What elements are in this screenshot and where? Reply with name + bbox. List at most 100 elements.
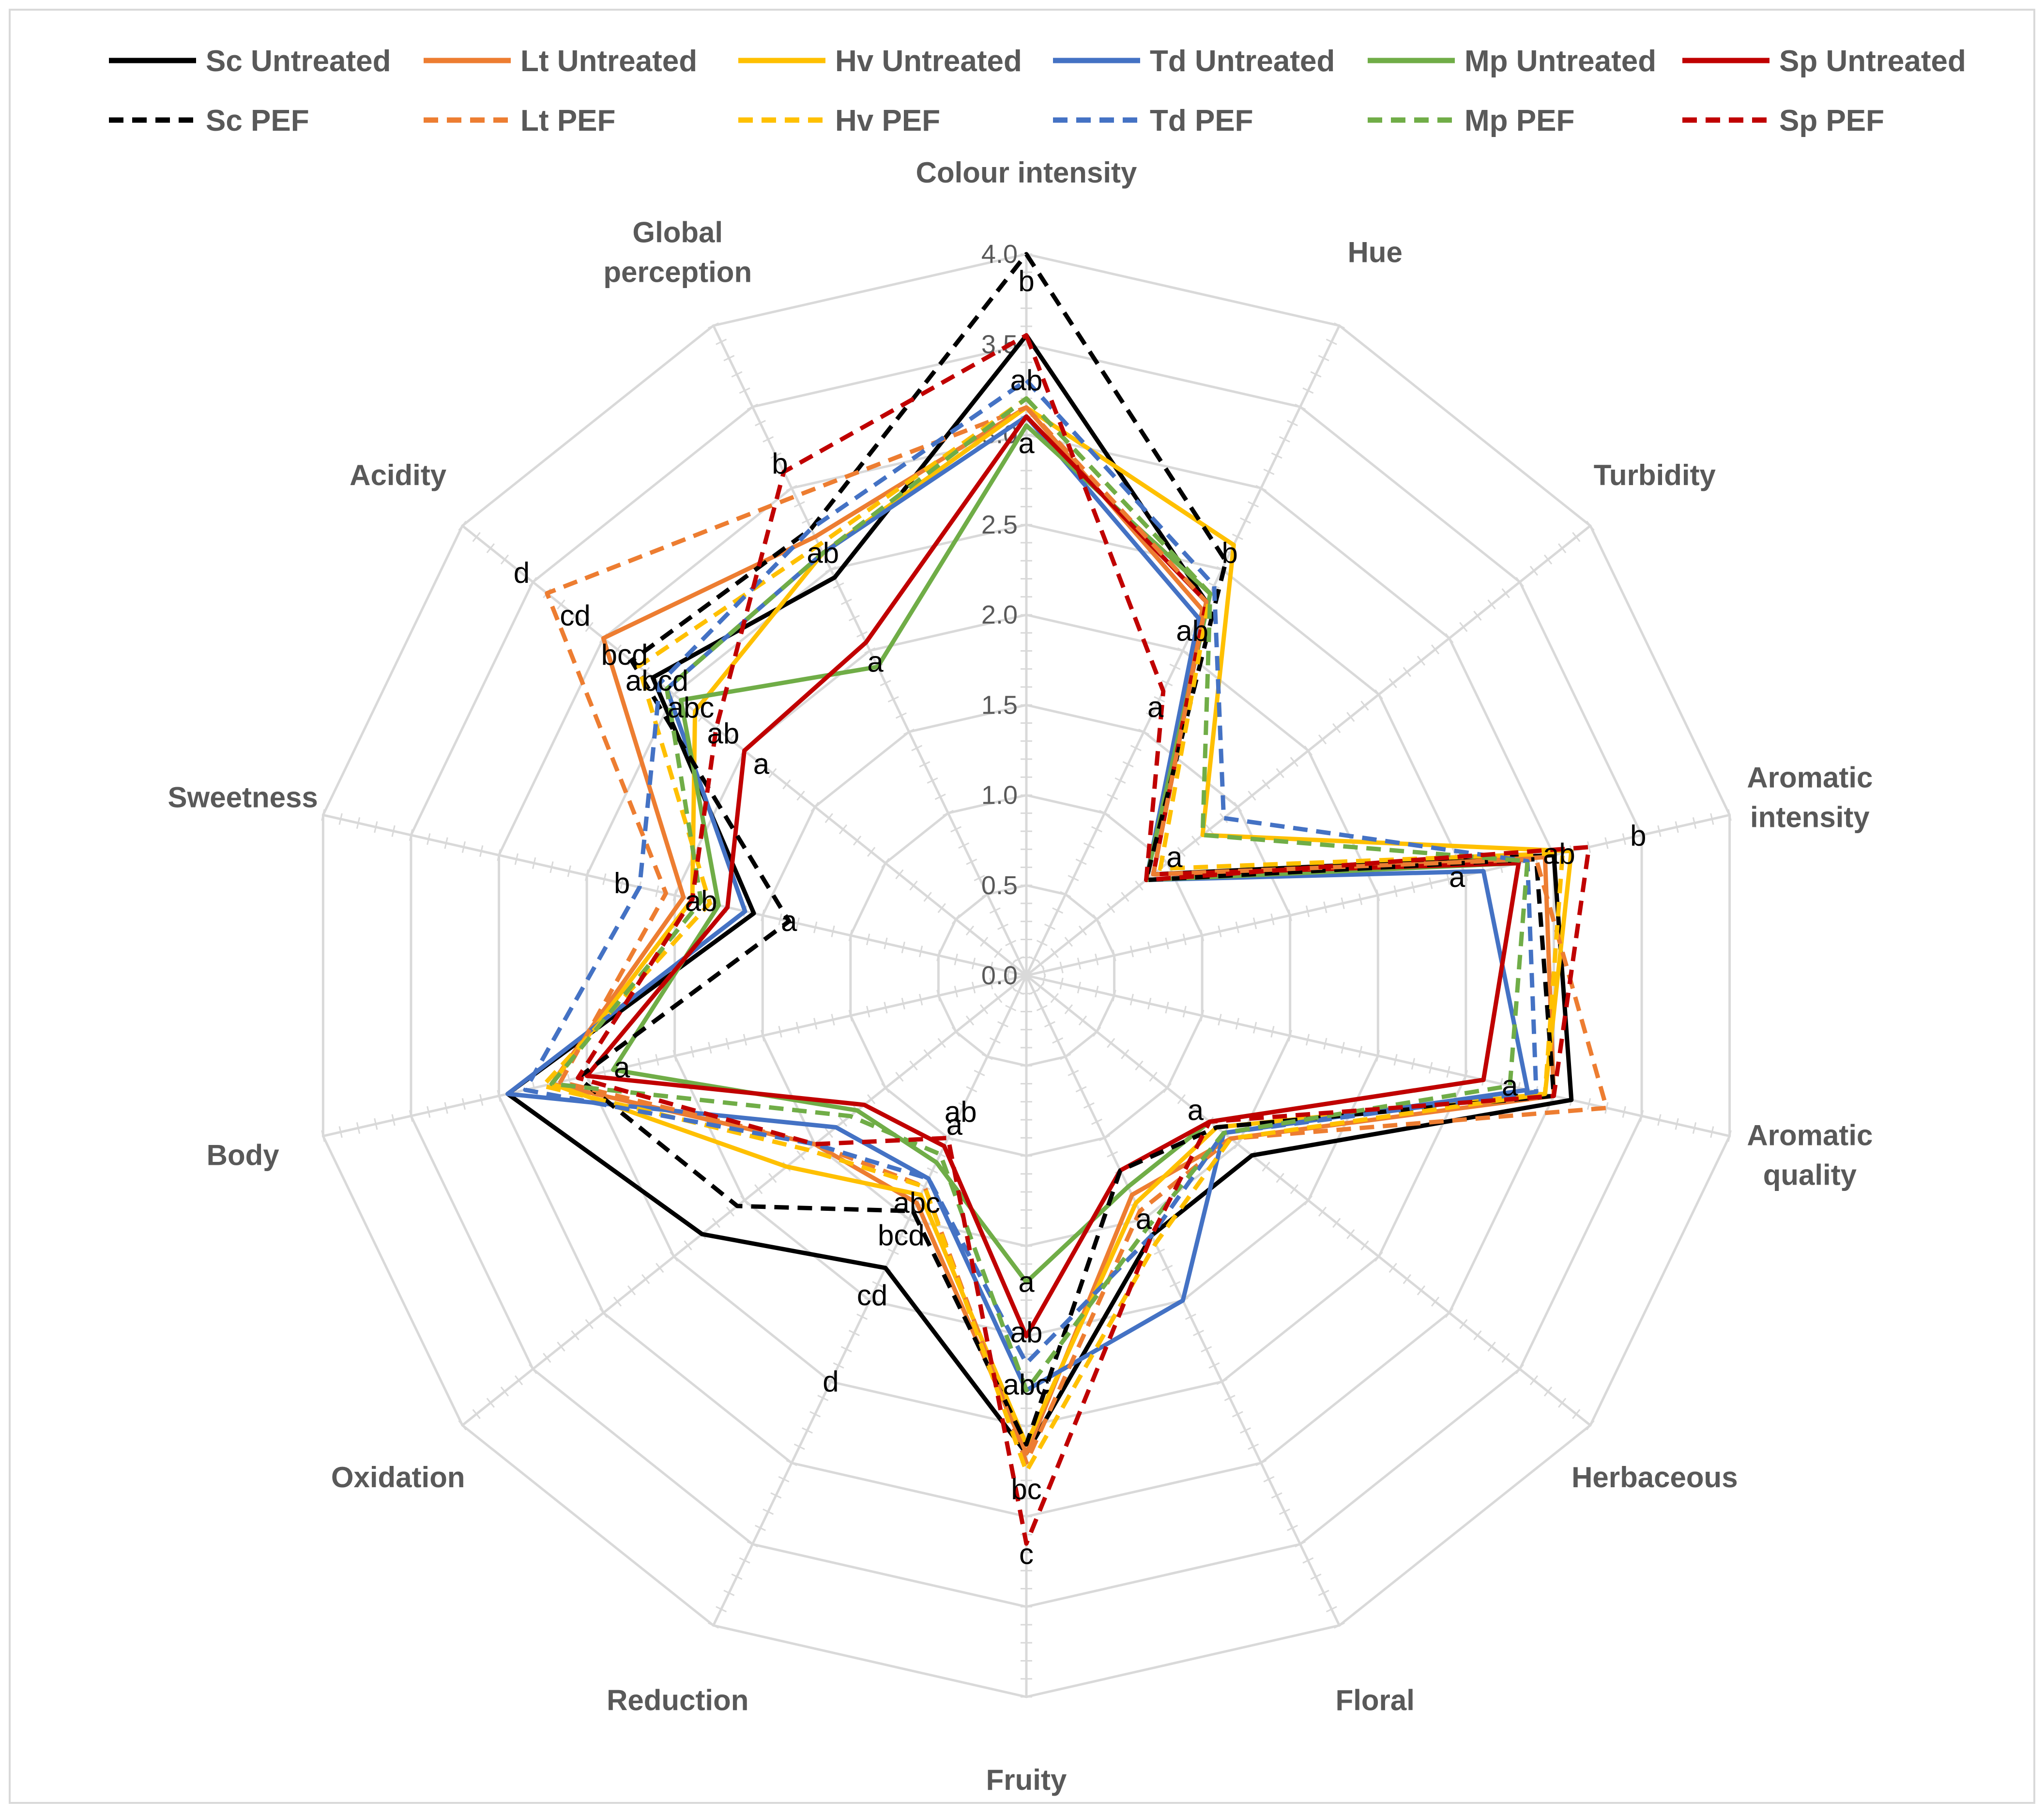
axis-label-fruity: Fruity <box>986 1764 1067 1796</box>
minor-tick <box>1358 893 1363 905</box>
minor-tick <box>909 880 918 891</box>
minor-tick <box>1459 622 1468 632</box>
minor-tick <box>444 1102 448 1114</box>
minor-tick <box>500 1387 509 1397</box>
minor-tick <box>549 861 554 873</box>
minor-tick <box>1208 582 1220 589</box>
axis-label-aromatic-quality: Aromatic quality <box>1747 1119 1873 1191</box>
axis-label-colour-intensity: Colour intensity <box>916 156 1137 189</box>
minor-tick <box>872 1281 884 1288</box>
minor-tick <box>1130 745 1142 751</box>
minor-tick <box>1161 680 1173 686</box>
minor-tick <box>613 1296 622 1307</box>
minor-tick <box>1052 907 1064 914</box>
minor-tick <box>1302 1557 1314 1564</box>
minor-tick <box>1064 1004 1073 1014</box>
minor-tick <box>895 1232 907 1239</box>
minor-tick <box>965 1015 975 1026</box>
minor-tick <box>796 1150 805 1160</box>
minor-tick <box>867 1094 876 1104</box>
annotation-label: b <box>1222 536 1238 569</box>
minor-tick <box>950 1118 962 1125</box>
minor-tick <box>684 701 692 711</box>
minor-tick <box>942 809 954 816</box>
minor-tick <box>1727 1130 1732 1142</box>
minor-tick <box>1059 961 1064 974</box>
annotation-label: cd <box>560 599 590 632</box>
minor-tick <box>1263 1476 1275 1482</box>
minor-tick <box>936 949 941 961</box>
minor-tick <box>1323 901 1327 914</box>
minor-tick <box>1050 948 1059 958</box>
minor-tick <box>1075 1086 1087 1093</box>
minor-tick <box>726 734 735 745</box>
minor-tick <box>801 1427 813 1434</box>
minor-tick <box>763 1508 774 1515</box>
minor-tick <box>1572 532 1581 542</box>
minor-tick <box>903 1216 915 1222</box>
annotation-label: abc <box>667 691 714 724</box>
minor-tick <box>853 835 862 846</box>
minor-tick <box>1310 371 1322 378</box>
axis-label-global-perception: Global perception <box>603 216 752 288</box>
legend-label-lt-pef: Lt PEF <box>520 104 615 137</box>
minor-tick <box>500 554 509 564</box>
minor-tick <box>1138 729 1149 735</box>
minor-tick <box>1059 977 1064 990</box>
annotation-label: a <box>1502 1069 1518 1102</box>
minor-tick <box>374 821 378 833</box>
minor-tick <box>840 1346 852 1353</box>
annotation-label: b <box>614 867 630 899</box>
axis-label-herbaceous: Herbaceous <box>1571 1461 1738 1494</box>
annotation-label: ab <box>807 536 839 569</box>
minor-tick <box>1376 1050 1380 1062</box>
minor-tick <box>825 566 837 573</box>
minor-tick <box>856 631 868 638</box>
annotation-label: a <box>781 905 797 937</box>
minor-tick <box>1163 858 1172 869</box>
minor-tick <box>937 903 946 913</box>
minor-tick <box>1487 599 1496 610</box>
minor-tick <box>655 885 659 897</box>
annotation-label: a <box>1147 691 1164 723</box>
minor-tick <box>1147 997 1152 1010</box>
minor-tick <box>1068 1069 1079 1076</box>
minor-tick <box>1515 577 1524 587</box>
minor-tick <box>958 842 970 849</box>
minor-tick <box>1388 678 1397 688</box>
minor-tick <box>927 1167 938 1174</box>
minor-tick <box>1252 917 1257 930</box>
minor-tick <box>994 948 1003 958</box>
minor-tick <box>755 420 766 427</box>
axis-label-sweetness: Sweetness <box>168 781 318 814</box>
minor-tick <box>1326 1606 1337 1613</box>
minor-tick <box>1417 1285 1426 1296</box>
minor-tick <box>1255 485 1267 491</box>
minor-tick <box>1060 891 1071 898</box>
minor-tick <box>911 745 923 751</box>
minor-tick <box>1077 981 1082 993</box>
minor-tick <box>1304 746 1313 756</box>
minor-tick <box>974 875 985 882</box>
minor-tick <box>1255 1460 1267 1466</box>
minor-tick <box>1091 1118 1102 1125</box>
minor-tick <box>997 1021 1008 1028</box>
minor-tick <box>1376 889 1380 901</box>
minor-tick <box>1121 1049 1129 1059</box>
axis-label-oxidation: Oxidation <box>331 1461 465 1494</box>
annotation-label: a <box>1166 841 1183 873</box>
minor-tick <box>532 857 536 869</box>
minor-tick <box>731 1573 743 1580</box>
minor-tick <box>444 837 448 849</box>
annotation-label: a <box>1449 861 1465 893</box>
minor-tick <box>585 622 594 632</box>
annotation-label: ab <box>1010 364 1043 397</box>
minor-tick <box>848 1009 853 1022</box>
minor-tick <box>1107 903 1115 913</box>
minor-tick <box>796 791 805 801</box>
minor-tick <box>895 1071 904 1082</box>
minor-tick <box>763 436 774 443</box>
minor-tick <box>1429 1062 1433 1074</box>
minor-tick <box>1558 543 1567 553</box>
axis-label-reduction: Reduction <box>607 1684 748 1717</box>
